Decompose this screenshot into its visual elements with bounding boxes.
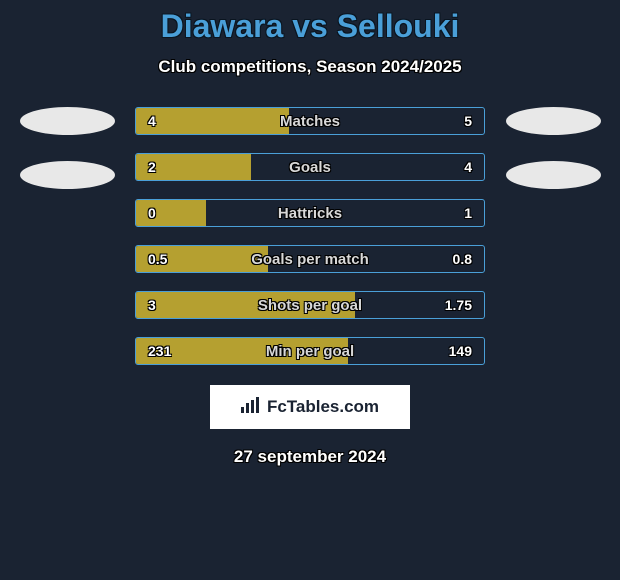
stat-right-value: 1.75: [445, 292, 472, 318]
player-right-photo-2: [506, 161, 601, 189]
stat-label: Goals: [136, 154, 484, 180]
stat-row-shots-per-goal: 3Shots per goal1.75: [135, 291, 485, 319]
stat-label: Matches: [136, 108, 484, 134]
stats-area: 4Matches52Goals40Hattricks10.5Goals per …: [0, 107, 620, 365]
player-right-photo-1: [506, 107, 601, 135]
subtitle: Club competitions, Season 2024/2025: [158, 57, 461, 77]
stat-right-value: 0.8: [453, 246, 472, 272]
stat-row-goals-per-match: 0.5Goals per match0.8: [135, 245, 485, 273]
stat-label: Min per goal: [136, 338, 484, 364]
comparison-card: Diawara vs Sellouki Club competitions, S…: [0, 0, 620, 580]
stat-row-hattricks: 0Hattricks1: [135, 199, 485, 227]
stat-right-value: 149: [449, 338, 472, 364]
right-photo-column: [503, 107, 603, 189]
source-label: FcTables.com: [267, 397, 379, 417]
chart-icon: [241, 397, 261, 418]
player-left-photo-1: [20, 107, 115, 135]
stat-right-value: 4: [464, 154, 472, 180]
stat-label: Hattricks: [136, 200, 484, 226]
stat-label: Goals per match: [136, 246, 484, 272]
page-title: Diawara vs Sellouki: [161, 8, 460, 45]
source-badge: FcTables.com: [210, 385, 410, 429]
stat-row-min-per-goal: 231Min per goal149: [135, 337, 485, 365]
left-photo-column: [17, 107, 117, 189]
stat-row-matches: 4Matches5: [135, 107, 485, 135]
stat-right-value: 5: [464, 108, 472, 134]
stats-bars: 4Matches52Goals40Hattricks10.5Goals per …: [135, 107, 485, 365]
stat-label: Shots per goal: [136, 292, 484, 318]
stat-row-goals: 2Goals4: [135, 153, 485, 181]
player-left-photo-2: [20, 161, 115, 189]
stat-right-value: 1: [464, 200, 472, 226]
date-label: 27 september 2024: [234, 447, 386, 467]
